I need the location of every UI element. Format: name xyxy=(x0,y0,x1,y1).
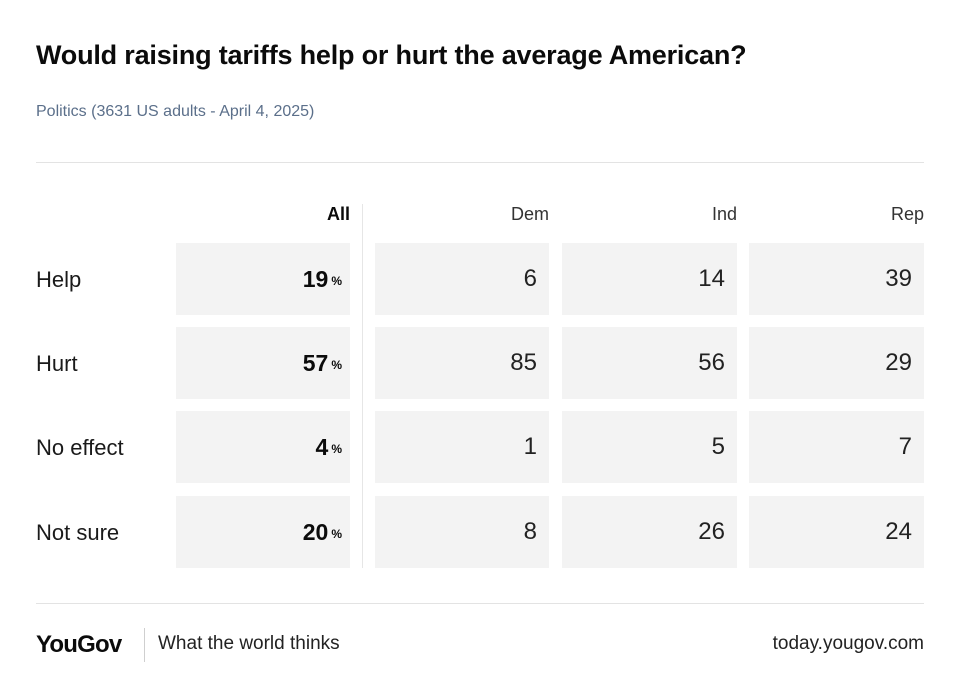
column-separator xyxy=(362,204,363,568)
cell-value: 57 xyxy=(302,349,329,376)
cell-value: 85 xyxy=(510,349,537,376)
cell-not-sure-ind: 26 xyxy=(562,496,737,568)
row-label-no-effect: No effect xyxy=(36,435,124,460)
cell-no-effect-dem: 1 xyxy=(375,411,549,483)
cell-hurt-ind: 56 xyxy=(562,327,737,399)
row-label-hurt: Hurt xyxy=(36,351,78,376)
row-label-help: Help xyxy=(36,267,82,292)
column-header-dem: Dem xyxy=(510,204,549,224)
page-title: Would raising tariffs help or hurt the a… xyxy=(36,40,747,70)
cell-value: 39 xyxy=(885,265,912,292)
subtitle: Politics (3631 US adults - April 4, 2025… xyxy=(36,103,315,120)
cell-value: 7 xyxy=(898,433,912,460)
column-header-rep: Rep xyxy=(890,204,924,224)
top-divider xyxy=(36,162,924,163)
cell-value: 8 xyxy=(523,518,537,545)
cell-no-effect-all: 4% xyxy=(176,411,350,483)
cell-value: 29 xyxy=(885,349,912,376)
cell-value: 5 xyxy=(711,433,725,460)
cell-value: 1 xyxy=(523,433,537,460)
cell-help-dem: 6 xyxy=(375,243,549,315)
column-header-ind: Ind xyxy=(711,204,737,224)
cell-value: 6 xyxy=(523,265,537,292)
cell-hurt-rep: 29 xyxy=(749,327,924,399)
yougov-logo[interactable]: YouGov xyxy=(36,631,122,658)
bottom-divider xyxy=(36,603,924,604)
cell-value: 14 xyxy=(698,265,725,292)
percent-sign: % xyxy=(331,526,342,541)
cell-hurt-all: 57% xyxy=(176,327,350,399)
cell-value: 26 xyxy=(698,518,725,545)
cell-help-rep: 39 xyxy=(749,243,924,315)
percent-sign: % xyxy=(331,441,342,456)
cell-no-effect-ind: 5 xyxy=(562,411,737,483)
cell-not-sure-dem: 8 xyxy=(375,496,549,568)
percent-sign: % xyxy=(331,357,342,372)
cell-value: 56 xyxy=(698,349,725,376)
cell-not-sure-all: 20% xyxy=(176,496,350,568)
cell-value: 19 xyxy=(302,265,329,292)
cell-value: 24 xyxy=(885,518,912,545)
cell-value: 20 xyxy=(302,518,329,545)
cell-help-all: 19% xyxy=(176,243,350,315)
cell-value: 4 xyxy=(315,433,329,460)
percent-sign: % xyxy=(331,273,342,288)
column-header-all: All xyxy=(326,204,350,224)
footer-url-link[interactable]: today.yougov.com xyxy=(772,633,924,654)
footer-tagline: What the world thinks xyxy=(158,633,340,654)
cell-no-effect-rep: 7 xyxy=(749,411,924,483)
cell-hurt-dem: 85 xyxy=(375,327,549,399)
cell-help-ind: 14 xyxy=(562,243,737,315)
cell-not-sure-rep: 24 xyxy=(749,496,924,568)
row-label-not-sure: Not sure xyxy=(36,520,120,545)
footer-separator xyxy=(144,628,145,662)
